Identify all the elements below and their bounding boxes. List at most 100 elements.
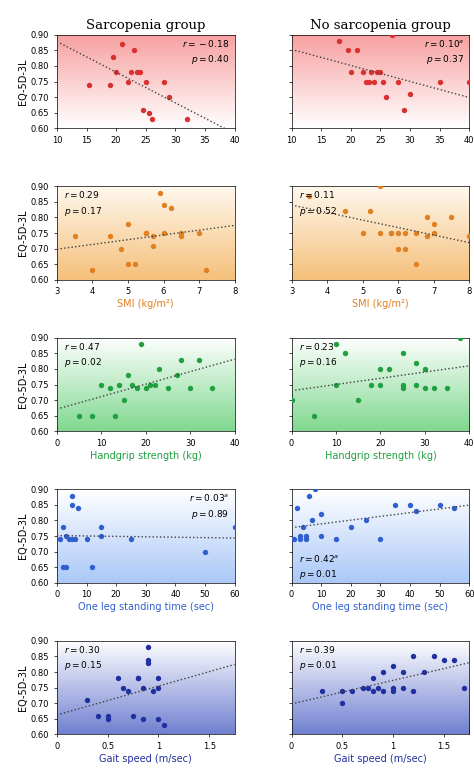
Point — [160, 199, 167, 211]
Point — [133, 66, 141, 78]
Point — [155, 682, 162, 694]
Point — [317, 530, 325, 543]
Point — [310, 410, 318, 422]
Point — [134, 672, 142, 684]
Point — [447, 211, 455, 223]
Point — [318, 685, 326, 697]
Point — [423, 211, 430, 223]
Point — [146, 378, 154, 390]
Point — [450, 653, 458, 666]
Point — [142, 226, 149, 239]
Point — [389, 29, 396, 41]
Point — [383, 91, 390, 104]
Point — [98, 530, 105, 543]
Point — [106, 382, 114, 394]
Point — [338, 697, 346, 710]
Point — [148, 113, 155, 125]
X-axis label: One leg standing time (sec): One leg standing time (sec) — [78, 602, 214, 612]
Point — [155, 713, 162, 725]
Point — [177, 353, 185, 366]
Point — [98, 378, 105, 390]
Point — [124, 258, 132, 271]
Point — [341, 347, 348, 359]
Point — [160, 719, 167, 731]
Point — [195, 226, 203, 239]
Text: $r = 0.29$
$p = 0.17$: $r = 0.29$ $p = 0.17$ — [64, 189, 102, 218]
Point — [400, 104, 408, 116]
Point — [124, 217, 132, 230]
Point — [137, 338, 145, 350]
Point — [151, 378, 158, 390]
Point — [369, 672, 376, 684]
Point — [387, 226, 395, 239]
Point — [71, 533, 79, 546]
Point — [394, 75, 402, 87]
Text: $r = 0.39$
$p = 0.01$: $r = 0.39$ $p = 0.01$ — [299, 644, 337, 673]
Point — [412, 226, 419, 239]
Point — [379, 685, 387, 697]
Point — [421, 382, 428, 394]
Point — [98, 520, 105, 533]
Point — [376, 533, 384, 546]
Point — [59, 561, 66, 574]
Point — [399, 347, 406, 359]
Point — [317, 508, 325, 520]
Point — [400, 666, 407, 678]
Point — [344, 44, 352, 56]
Point — [430, 382, 438, 394]
Point — [115, 378, 123, 390]
Point — [420, 666, 428, 678]
Point — [149, 230, 156, 243]
Point — [127, 533, 135, 546]
Point — [291, 533, 298, 546]
Point — [160, 226, 167, 239]
Point — [374, 66, 381, 78]
Point — [392, 499, 399, 511]
Point — [177, 226, 185, 239]
Point — [379, 666, 387, 678]
Point — [376, 226, 384, 239]
Point — [288, 394, 295, 407]
Y-axis label: EQ-5D-3L: EQ-5D-3L — [18, 361, 28, 408]
Point — [142, 75, 149, 87]
Point — [297, 530, 304, 543]
Point — [394, 243, 402, 255]
Point — [94, 710, 101, 722]
Point — [359, 66, 366, 78]
X-axis label: One leg standing time (sec): One leg standing time (sec) — [312, 602, 448, 612]
Point — [104, 710, 111, 722]
Point — [465, 75, 473, 87]
Point — [139, 104, 146, 116]
Point — [380, 75, 387, 87]
Point — [309, 514, 316, 526]
Point — [167, 202, 174, 214]
Point — [347, 66, 355, 78]
Point — [118, 38, 126, 50]
Point — [406, 88, 414, 100]
Point — [106, 230, 114, 243]
Point — [209, 382, 216, 394]
Point — [355, 394, 362, 407]
Point — [332, 338, 340, 350]
Point — [83, 694, 91, 707]
Point — [124, 75, 132, 87]
Point — [68, 489, 75, 502]
Point — [412, 356, 420, 369]
Text: $r = -0.18$
$p = 0.40$: $r = -0.18$ $p = 0.40$ — [182, 38, 229, 66]
Point — [332, 378, 340, 390]
Text: $r = 0.23$
$p = 0.16$: $r = 0.23$ $p = 0.16$ — [299, 341, 337, 369]
Point — [465, 230, 473, 243]
Point — [124, 685, 132, 697]
Point — [130, 44, 137, 56]
Point — [82, 533, 90, 546]
Point — [399, 382, 406, 394]
Text: $r = 0.10^{a}$
$p = 0.37$: $r = 0.10^{a}$ $p = 0.37$ — [424, 38, 464, 66]
Point — [119, 682, 127, 694]
X-axis label: SMI (kg/m²): SMI (kg/m²) — [118, 299, 174, 309]
Point — [406, 499, 414, 511]
X-axis label: Gait speed (m/sec): Gait speed (m/sec) — [334, 754, 427, 764]
Point — [353, 44, 360, 56]
Point — [305, 489, 313, 502]
Point — [311, 483, 319, 495]
Point — [410, 685, 417, 697]
